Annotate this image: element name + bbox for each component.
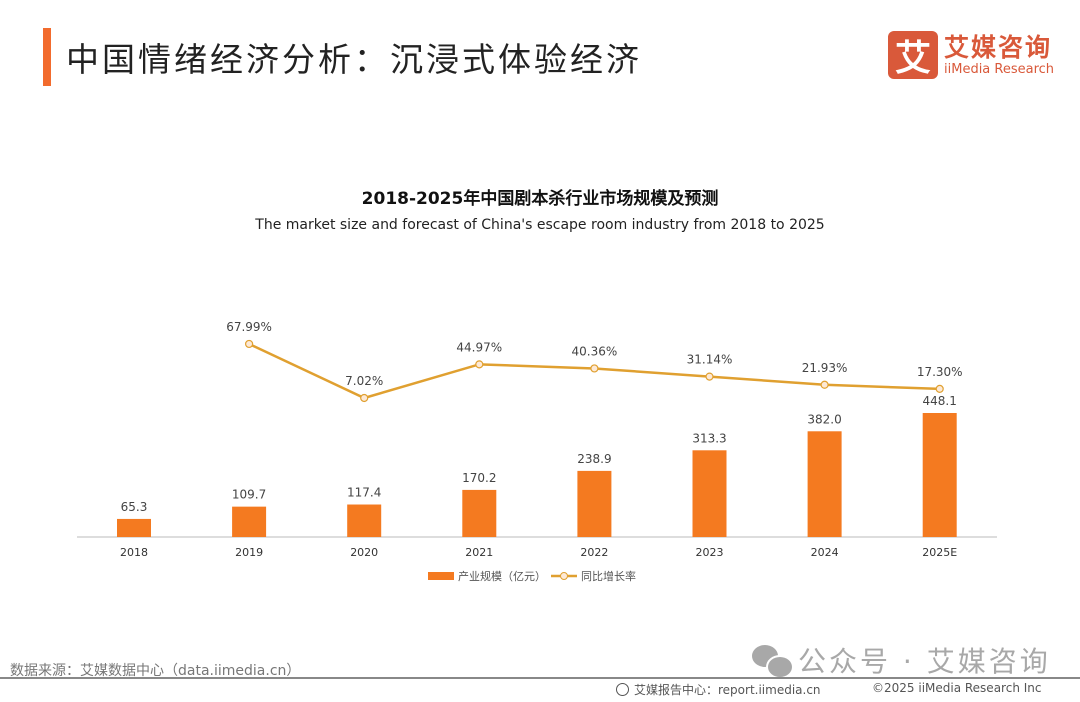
- logo: 艾 艾媒咨询 iiMedia Research: [888, 31, 1054, 79]
- growth-label: 40.36%: [572, 344, 618, 358]
- wechat-text: 公众号 · 艾媒咨询: [798, 645, 1051, 678]
- bar: [347, 504, 382, 537]
- growth-point: [360, 393, 369, 403]
- growth-point: [590, 364, 599, 373]
- bar: [117, 518, 151, 537]
- globe-icon: [616, 683, 629, 696]
- page-title: 中国情绪经济分析：沉浸式体验经济: [66, 40, 642, 79]
- growth-point: [475, 360, 484, 369]
- report-link[interactable]: 艾媒报告中心：report.iimedia.cn: [616, 681, 821, 698]
- x-tick-label: 2021: [465, 546, 493, 559]
- bar: [692, 450, 727, 537]
- bar-label: 170.2: [462, 471, 496, 485]
- logo-en: iiMedia Research: [944, 61, 1055, 77]
- bar-label: 117.4: [347, 486, 381, 500]
- growth-point: [935, 384, 944, 393]
- bar-label: 448.1: [923, 394, 957, 408]
- footer-divider: [0, 677, 1080, 679]
- growth-label: 17.30%: [917, 365, 963, 379]
- title-accent-bar: [43, 28, 51, 86]
- x-tick-label: 2022: [580, 546, 608, 559]
- x-tick-label: 2019: [235, 546, 263, 559]
- chart-title: 2018-2025年中国剧本杀行业市场规模及预测: [361, 189, 719, 209]
- growth-label: 21.93%: [802, 361, 848, 375]
- bar-label: 313.3: [692, 431, 726, 445]
- bar-label: 65.3: [121, 500, 148, 514]
- bar: [462, 489, 497, 537]
- bar: [232, 506, 267, 537]
- legend-bar-swatch: [428, 572, 454, 580]
- growth-point: [245, 339, 254, 349]
- legend-line-marker: [560, 572, 568, 580]
- legend-bar-label: 产业规模（亿元）: [458, 569, 546, 583]
- bar-label: 109.7: [232, 488, 266, 502]
- data-source: 数据来源：艾媒数据中心（data.iimedia.cn）: [10, 663, 301, 679]
- bar-label: 238.9: [577, 452, 611, 466]
- legend-line-label: 同比增长率: [581, 569, 636, 583]
- chart-subtitle: The market size and forecast of China's …: [255, 217, 825, 233]
- growth-label: 7.02%: [345, 374, 383, 388]
- bar: [922, 413, 957, 537]
- logo-cn: 艾媒咨询: [944, 32, 1053, 62]
- growth-point: [820, 380, 829, 389]
- logo-mark: 艾: [888, 31, 938, 79]
- wechat-icon: [752, 643, 794, 679]
- growth-label: 31.14%: [687, 353, 733, 367]
- x-tick-label: 2025E: [922, 546, 957, 559]
- x-tick-label: 2023: [696, 546, 724, 559]
- bar-label: 382.0: [807, 412, 841, 426]
- report-text: 艾媒报告中心：report.iimedia.cn: [634, 683, 821, 697]
- growth-label: 67.99%: [226, 320, 272, 334]
- x-tick-label: 2018: [120, 546, 148, 559]
- growth-point: [705, 372, 714, 381]
- bar: [577, 470, 612, 537]
- wechat-watermark: 公众号 · 艾媒咨询: [752, 640, 1051, 680]
- growth-label: 44.97%: [456, 340, 502, 354]
- x-tick-label: 2024: [811, 546, 839, 559]
- x-tick-label: 2020: [350, 546, 378, 559]
- bar: [807, 431, 842, 537]
- copyright: ©2025 iiMedia Research Inc: [872, 681, 1042, 695]
